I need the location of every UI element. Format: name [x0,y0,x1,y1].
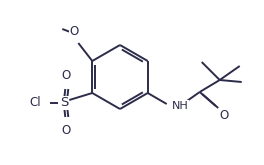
Text: O: O [220,109,229,122]
Text: O: O [70,25,79,38]
Text: NH: NH [172,101,188,111]
Text: O: O [62,124,71,137]
Text: Cl: Cl [30,97,41,110]
Text: O: O [62,69,71,82]
Text: S: S [60,97,68,110]
